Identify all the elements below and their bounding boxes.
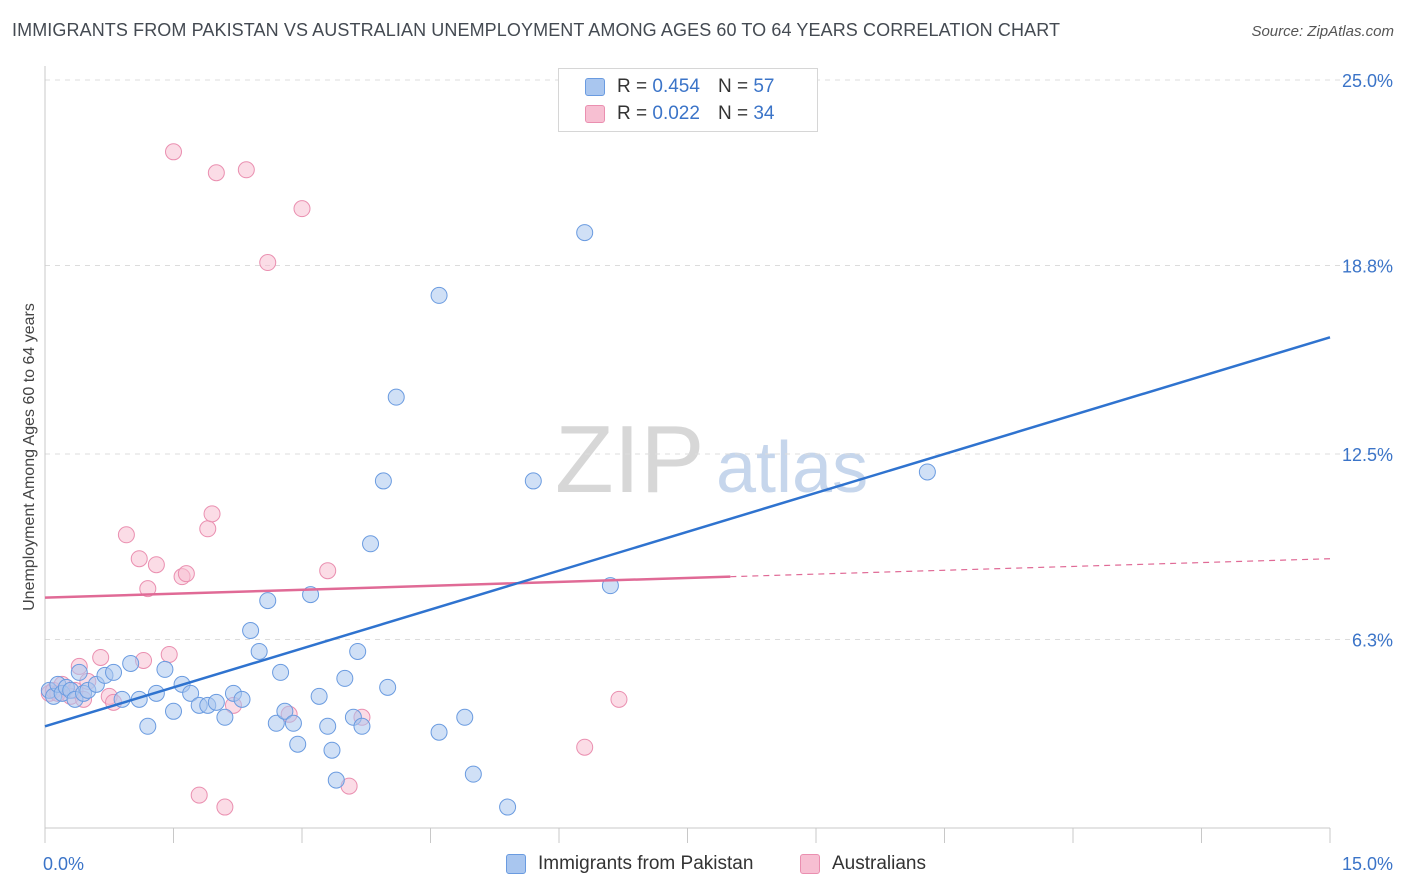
legend-n-label: N = [717,76,749,97]
legend-r-label: R = [617,103,648,124]
pakistan-point [430,286,448,304]
australians-point [259,254,277,272]
pakistan-point [207,693,225,711]
australians-point [207,164,225,182]
legend-row-pakistan: R = 0.454 N = 57 [585,74,774,100]
pakistan-point [242,622,260,640]
bottom-legend-label: Australians [832,853,926,874]
pakistan-point [524,472,542,490]
y-tick-label: 18.8% [1342,257,1393,277]
bottom-legend-swatch-blue [506,854,526,874]
australians-point [92,648,110,666]
axes [44,66,1331,843]
pakistan-point [182,684,200,702]
pakistan-point [456,708,474,726]
y-axis-label: Unemployment Among Ages 60 to 64 years [21,303,38,611]
pakistan-point [105,663,123,681]
pakistan-point [327,771,345,789]
australians-trend-line [44,575,731,599]
pakistan-points [40,224,936,816]
tick-labels: 6.3% 12.5% 18.8% 25.0% 0.0% 15.0% [43,71,1393,874]
x-tick-label: 15.0% [1342,854,1393,874]
pakistan-point [276,702,294,720]
legend-row-australians: R = 0.022 N = 34 [585,101,774,127]
pakistan-point [233,690,251,708]
australians-point [216,798,234,816]
pakistan-point [267,714,285,732]
pakistan-point [374,472,392,490]
legend-n-value: 57 [753,76,775,97]
legend-swatch-pink [585,105,605,123]
pakistan-point [349,642,367,660]
legend-r-value: 0.454 [652,76,700,97]
watermark: ZIP atlas [555,406,868,513]
pakistan-point [576,224,594,242]
legend-r-value: 0.022 [652,103,700,124]
pakistan-point [284,714,302,732]
australians-point [576,738,594,756]
pakistan-point [165,702,182,720]
pakistan-point [216,708,234,726]
pakistan-point [430,723,448,741]
pakistan-point [319,717,337,735]
australians-point [139,580,157,598]
pakistan-point [139,717,157,735]
legend-n-label: N = [717,103,749,124]
pakistan-point [70,663,88,681]
pakistan-point [122,654,140,672]
source-label: Source: ZipAtlas.com [1251,23,1394,40]
bottom-legend-label: Immigrants from Pakistan [538,853,754,874]
australians-point [130,550,148,568]
australians-point [610,690,628,708]
pakistan-trend-line [44,336,1331,728]
legend-n-value: 34 [753,103,775,124]
pakistan-point [464,765,482,783]
bottom-legend-pakistan: Immigrants from Pakistan [506,852,753,876]
pakistan-point [156,660,174,678]
bottom-legend-australians: Australians [800,852,926,876]
australians-point [177,565,195,583]
australians-point [165,143,182,161]
australians-point [203,505,221,523]
pakistan-point [289,735,307,753]
australians-point [117,526,135,544]
australians-point [293,200,311,218]
legend-swatch-blue [585,78,605,96]
legend-r-label: R = [617,76,648,97]
bottom-legend-swatch-pink [800,854,820,874]
australians-point [147,556,165,574]
pakistan-point [323,741,341,759]
pakistan-point [310,687,328,705]
pakistan-point [387,388,405,406]
watermark-zip: ZIP [555,406,704,513]
pakistan-point [272,663,290,681]
pakistan-point [499,798,517,816]
x-tick-label: 0.0% [43,854,84,874]
y-tick-label: 25.0% [1342,71,1393,91]
pakistan-point [250,642,268,660]
pakistan-point [362,535,380,553]
y-axis-label-wrap: Unemployment Among Ages 60 to 64 years [18,0,42,892]
australians-point [199,520,217,538]
pakistan-point [918,463,936,481]
chart-title: IMMIGRANTS FROM PAKISTAN VS AUSTRALIAN U… [12,20,1061,40]
pakistan-point [379,678,397,696]
australians-point [237,161,255,179]
australians-trend-extension [730,558,1331,578]
australians-point [319,562,337,580]
y-tick-label: 12.5% [1342,445,1393,465]
pakistan-point [353,717,371,735]
australians-point [160,645,178,663]
pakistan-point [336,669,354,687]
y-tick-label: 6.3% [1352,631,1393,651]
correlation-legend: R = 0.454 N = 57 R = 0.022 N = 34 [558,68,818,132]
trend-lines [44,336,1331,728]
pakistan-point [259,592,277,610]
watermark-atlas: atlas [716,428,868,508]
australians-point [190,786,208,804]
